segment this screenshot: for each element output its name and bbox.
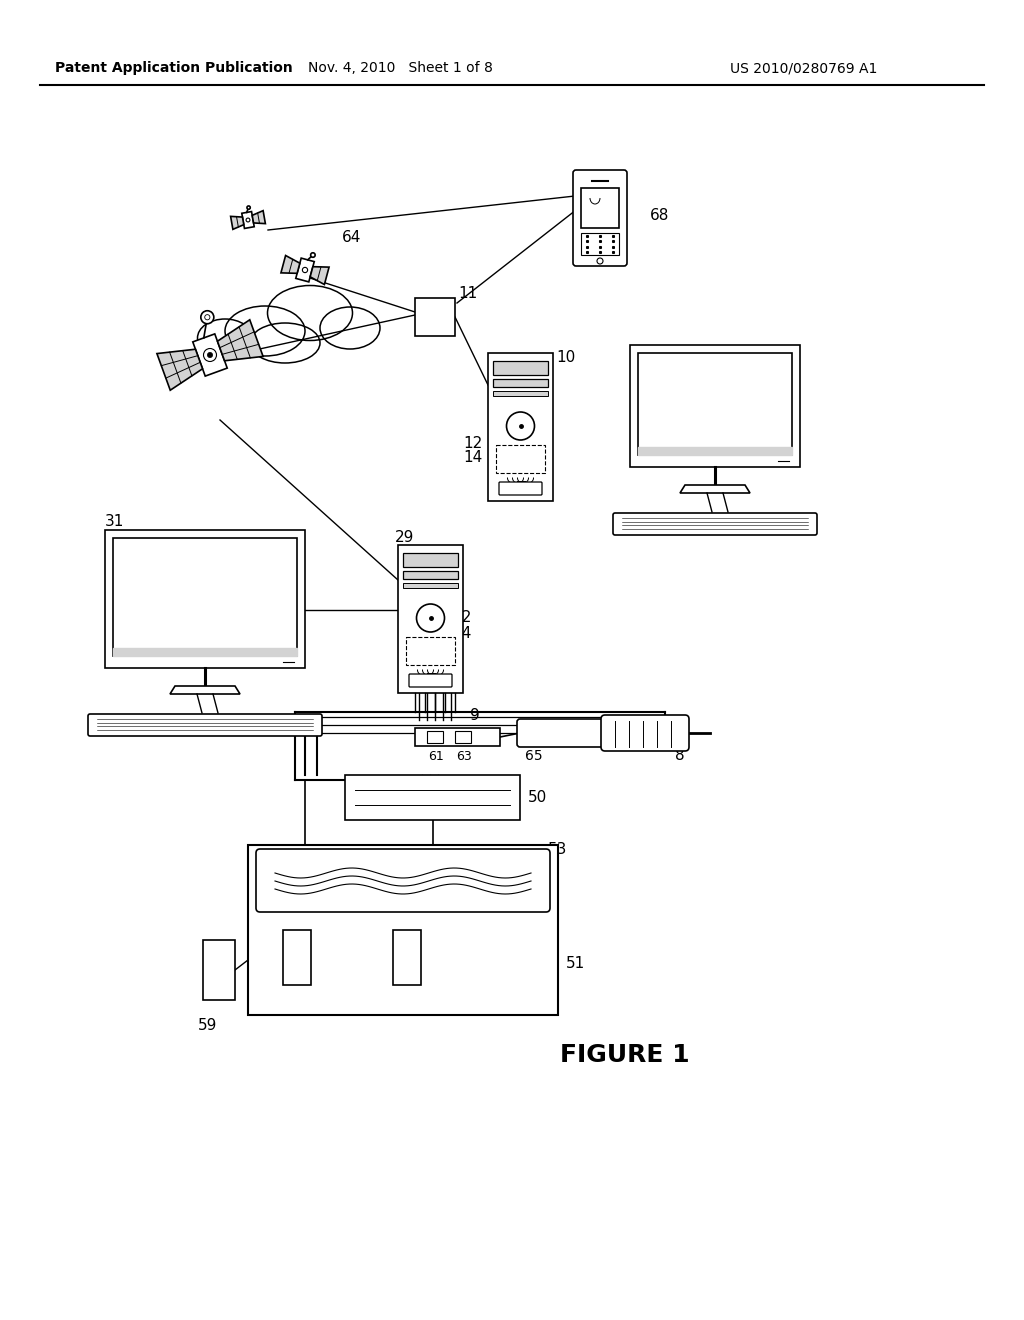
Bar bbox=[427, 731, 443, 743]
Text: US 2010/0280769 A1: US 2010/0280769 A1 bbox=[730, 61, 878, 75]
Text: 61: 61 bbox=[428, 750, 443, 763]
Circle shape bbox=[247, 206, 250, 210]
Bar bbox=[415, 729, 500, 746]
FancyBboxPatch shape bbox=[499, 482, 542, 495]
Circle shape bbox=[204, 348, 216, 362]
Text: 12: 12 bbox=[463, 436, 482, 450]
Polygon shape bbox=[242, 211, 254, 228]
FancyBboxPatch shape bbox=[613, 513, 817, 535]
Bar bbox=[455, 731, 471, 743]
Text: 31: 31 bbox=[105, 515, 124, 529]
FancyBboxPatch shape bbox=[601, 715, 689, 751]
Bar bbox=[493, 379, 548, 387]
Bar bbox=[581, 234, 618, 255]
Text: 59: 59 bbox=[198, 1018, 217, 1032]
Bar bbox=[493, 391, 548, 396]
Polygon shape bbox=[680, 484, 750, 492]
Text: 57: 57 bbox=[273, 1001, 291, 1014]
Bar bbox=[630, 345, 800, 467]
Circle shape bbox=[417, 605, 444, 632]
Bar bbox=[393, 931, 421, 985]
Text: 8: 8 bbox=[675, 748, 685, 763]
Polygon shape bbox=[281, 256, 300, 273]
Bar bbox=[496, 445, 545, 473]
Text: 65: 65 bbox=[525, 748, 543, 763]
Bar bbox=[403, 553, 458, 568]
FancyBboxPatch shape bbox=[409, 675, 452, 686]
Bar bbox=[638, 352, 792, 455]
Circle shape bbox=[507, 412, 535, 440]
Text: 55: 55 bbox=[425, 1001, 442, 1014]
Bar bbox=[406, 638, 455, 665]
Bar bbox=[493, 360, 548, 375]
Bar bbox=[403, 583, 458, 587]
Text: 68: 68 bbox=[650, 207, 670, 223]
Text: 29: 29 bbox=[395, 531, 415, 545]
Text: 51: 51 bbox=[566, 957, 586, 972]
Text: 64: 64 bbox=[342, 231, 361, 246]
Ellipse shape bbox=[319, 308, 380, 348]
Text: Patent Application Publication: Patent Application Publication bbox=[55, 61, 293, 75]
Bar bbox=[345, 775, 520, 820]
Circle shape bbox=[208, 352, 213, 358]
Bar bbox=[488, 352, 553, 502]
Polygon shape bbox=[230, 216, 244, 230]
Text: 63: 63 bbox=[456, 750, 472, 763]
Bar bbox=[113, 539, 297, 656]
Polygon shape bbox=[310, 267, 329, 285]
Bar bbox=[415, 298, 455, 337]
Polygon shape bbox=[217, 319, 263, 360]
Circle shape bbox=[205, 314, 210, 319]
Circle shape bbox=[597, 257, 603, 264]
Text: 14: 14 bbox=[463, 450, 482, 466]
Text: 10: 10 bbox=[556, 350, 575, 364]
Polygon shape bbox=[252, 211, 265, 223]
Text: 34: 34 bbox=[453, 626, 472, 640]
Polygon shape bbox=[113, 648, 297, 656]
Bar bbox=[248, 845, 558, 1015]
Bar bbox=[203, 940, 234, 1001]
Bar bbox=[398, 545, 463, 693]
Ellipse shape bbox=[225, 306, 305, 356]
Bar bbox=[105, 531, 305, 668]
Circle shape bbox=[302, 268, 307, 273]
Text: 32: 32 bbox=[453, 610, 472, 626]
Text: 50: 50 bbox=[528, 789, 547, 805]
Polygon shape bbox=[193, 334, 227, 376]
Text: 9: 9 bbox=[470, 708, 480, 722]
FancyBboxPatch shape bbox=[88, 714, 322, 737]
Text: 11: 11 bbox=[458, 286, 477, 301]
Ellipse shape bbox=[198, 319, 253, 356]
FancyBboxPatch shape bbox=[256, 849, 550, 912]
Polygon shape bbox=[170, 686, 240, 694]
Polygon shape bbox=[296, 259, 314, 282]
Circle shape bbox=[246, 218, 250, 222]
Polygon shape bbox=[638, 447, 792, 455]
Ellipse shape bbox=[250, 323, 319, 363]
FancyBboxPatch shape bbox=[517, 719, 603, 747]
Bar bbox=[581, 187, 618, 228]
Circle shape bbox=[310, 253, 315, 257]
Text: 53: 53 bbox=[548, 842, 567, 858]
Circle shape bbox=[201, 310, 214, 323]
Ellipse shape bbox=[267, 285, 352, 341]
FancyBboxPatch shape bbox=[573, 170, 627, 267]
Text: FIGURE 1: FIGURE 1 bbox=[560, 1043, 689, 1067]
Bar bbox=[283, 931, 311, 985]
Bar bbox=[403, 572, 458, 579]
Text: Nov. 4, 2010   Sheet 1 of 8: Nov. 4, 2010 Sheet 1 of 8 bbox=[307, 61, 493, 75]
Polygon shape bbox=[157, 350, 203, 391]
